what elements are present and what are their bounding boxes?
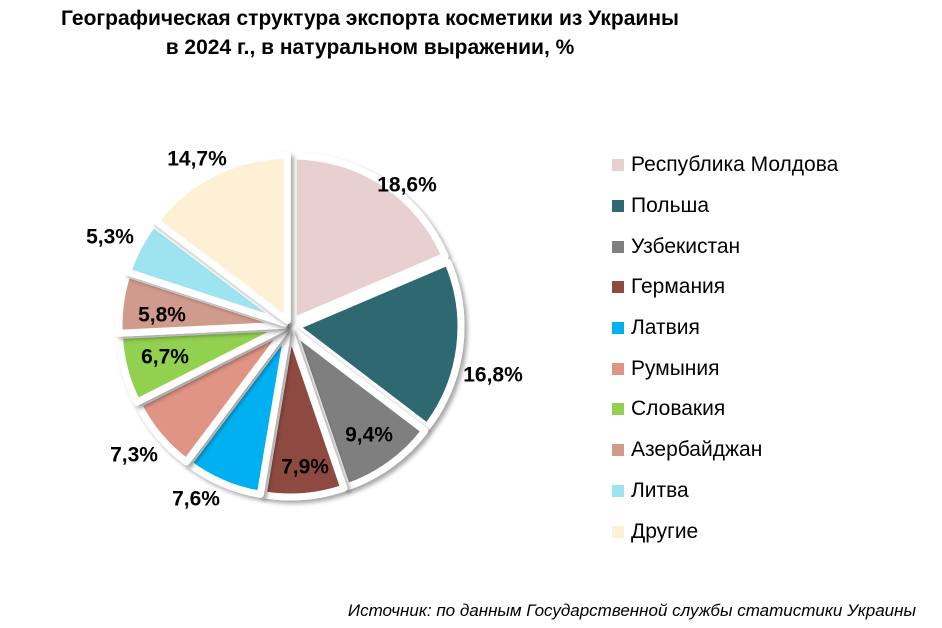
data-label-1: 18,6% [377, 174, 437, 197]
legend-item-6: Румыния [612, 348, 838, 389]
data-label-9: 5,3% [86, 226, 134, 249]
pie-slice-10 [152, 152, 291, 325]
data-label-3: 9,4% [345, 424, 393, 447]
legend-item-4: Германия [612, 267, 838, 308]
pie-slice-9 [124, 220, 289, 327]
legend-item-1: Республика Молдова [612, 145, 838, 186]
data-label-6: 7,3% [110, 444, 158, 467]
legend-label: Польша [631, 194, 710, 218]
legend-swatch [612, 240, 624, 253]
legend-swatch [612, 525, 624, 538]
legend-label: Республика Молдова [631, 153, 839, 177]
legend-swatch [612, 200, 624, 213]
legend-label: Узбекистан [631, 234, 741, 258]
data-label-10: 14,7% [167, 148, 227, 171]
chart-legend: Республика Молдова Польша Узбекистан Герман… [612, 145, 838, 552]
data-label-5: 7,6% [172, 488, 220, 511]
legend-item-2: Польша [612, 186, 838, 227]
legend-label: Румыния [631, 356, 720, 380]
legend-item-3: Узбекистан [612, 226, 838, 267]
data-label-8: 5,8% [138, 304, 186, 327]
pie-slice-2 [292, 258, 465, 431]
source-note: Источник: по данным Государственной служ… [347, 601, 916, 620]
legend-label: Литва [631, 478, 689, 502]
legend-item-7: Словакия [612, 389, 838, 430]
legend-swatch [612, 403, 624, 416]
legend-label: Латвия [631, 316, 700, 340]
legend-item-8: Азербайджан [612, 430, 838, 471]
chart-title-line2: в 2024 г., в натуральном выражении, % [165, 36, 575, 59]
legend-swatch [612, 484, 624, 497]
legend-label: Словакия [631, 397, 726, 421]
chart-title-line1: Географическая структура экспорта космет… [61, 7, 679, 30]
data-label-2: 16,8% [463, 364, 523, 387]
legend-swatch [612, 281, 624, 294]
data-label-7: 6,7% [141, 346, 189, 369]
legend-item-5: Латвия [612, 308, 838, 349]
legend-label: Германия [631, 275, 726, 299]
chart-title: Географическая структура экспорта космет… [0, 4, 740, 62]
legend-label: Азербайджан [631, 438, 763, 462]
pie-slice-1 [289, 152, 449, 325]
legend-item-10: Другие [612, 511, 838, 552]
data-label-4: 7,9% [281, 456, 329, 479]
legend-swatch [612, 159, 624, 172]
legend-label: Другие [631, 519, 699, 543]
legend-swatch [612, 444, 624, 457]
legend-swatch [612, 362, 624, 375]
legend-swatch [612, 322, 624, 335]
legend-item-9: Литва [612, 471, 838, 512]
pie-slice-3 [290, 327, 429, 491]
